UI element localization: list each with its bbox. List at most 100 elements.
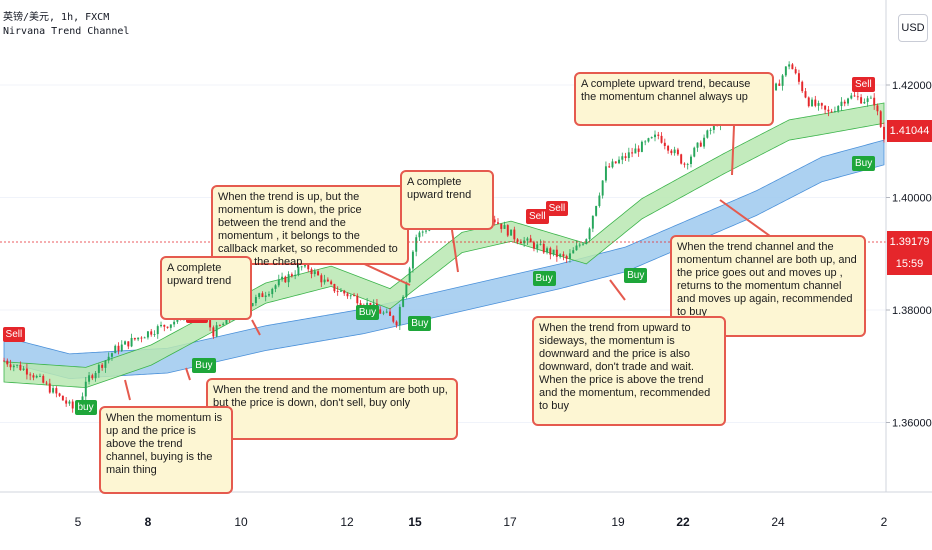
candle-body [699,142,702,147]
candle-body [833,111,836,112]
annotation-upward-trend-mid: A complete upward trend [400,170,494,230]
candle-body [500,223,503,229]
candle-body [163,324,166,327]
candle-body [402,296,405,307]
candle-body [696,142,699,148]
leader-line [451,229,459,273]
candle-body [778,83,781,86]
candle-body [225,317,228,324]
candle-body [385,311,388,313]
leader-line [124,379,131,401]
candle-body [631,152,634,154]
candle-body [418,232,421,238]
candle-body [876,105,879,112]
candle-body [212,327,215,337]
annotation-leaders [124,125,771,401]
candle-body [850,95,853,99]
candle-body [268,294,270,296]
sell-signal-label: Sell [545,200,569,216]
candle-body [274,285,277,289]
currency-button[interactable]: USD [898,14,928,42]
candle-body [591,215,594,229]
candle-body [640,141,643,152]
candle-body [572,250,575,254]
candle-body [294,274,297,277]
countdown-tag: 15:59 [887,253,932,275]
candle-body [264,295,267,298]
candle-body [604,166,607,181]
candle-body [101,364,104,368]
candle-body [55,388,58,394]
candle-body [307,260,310,270]
candle-body [317,271,320,276]
candle-body [644,141,647,143]
candle-body [35,375,38,378]
candle-body [379,309,382,314]
candle-body [287,274,290,283]
buy-signal-label: Buy [532,271,556,287]
candle-body [703,137,706,147]
candle-body [856,96,859,98]
candle-body [526,238,529,241]
annotation-upward-trend-left: A complete upward trend [160,256,252,320]
x-tick-label: 19 [611,515,625,529]
candle-body [52,388,55,393]
candle-body [166,326,169,328]
candle-body [65,400,68,404]
candle-body [879,111,882,127]
candle-body [781,75,784,86]
candle-body [709,129,712,131]
candle-body [173,321,176,325]
leader-line [251,319,261,336]
candle-body [71,401,74,409]
x-tick-label: 8 [145,515,152,529]
candle-body [634,148,637,154]
x-tick-label: 17 [503,515,517,529]
annotation-upward-trend-top: A complete upward trend, because the mom… [574,72,774,126]
candle-body [811,99,814,107]
candle-body [254,297,257,304]
candle-body [336,291,339,293]
candle-body [542,243,545,253]
candle-body [94,373,97,379]
buy-signal-label: buy [74,400,97,416]
candle-body [392,315,395,322]
candle-body [281,276,284,280]
candle-body [784,66,787,76]
candle-body [791,64,794,70]
candle-body [425,230,427,232]
price-axis-ticks: 1.36000 1.38000 1.40000 1.42000 [886,80,932,430]
candle-body [654,134,656,138]
candle-body [408,268,411,283]
candle-body [346,293,349,297]
candle-body [686,164,689,165]
candle-body [637,148,640,152]
candle-body [598,195,601,207]
candle-body [814,99,817,106]
candle-body [863,101,866,104]
candle-body [395,321,398,326]
candle-body [300,266,303,268]
candle-body [804,91,807,98]
candle-body [536,244,539,249]
candle-body [330,281,333,285]
candle-body [124,341,127,345]
candle-body [88,375,91,382]
candle-body [405,282,408,297]
candle-body [209,318,212,328]
candle-body [146,331,149,338]
candle-body [382,312,385,314]
sell-signal-label: Sell [2,327,26,343]
candle-body [552,249,555,255]
candle-body [673,149,676,154]
candle-body [578,244,581,246]
candle-body [676,149,679,155]
candle-body [712,123,715,130]
candle-body [215,325,218,337]
candle-body [539,243,542,245]
leader-line [359,261,411,286]
candle-body [797,73,800,82]
candle-body [359,303,362,306]
candle-body [326,279,329,282]
sell-signal-label: Sell [525,209,549,225]
